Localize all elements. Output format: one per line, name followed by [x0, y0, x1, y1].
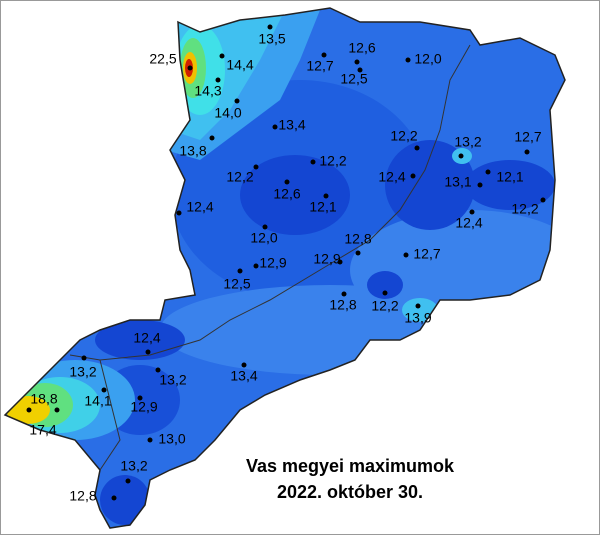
station-value: 13,4 [278, 117, 305, 133]
station-value: 12,2 [226, 169, 253, 185]
station-dot [253, 164, 259, 170]
station-value: 12,2 [371, 298, 398, 314]
station-value: 12,6 [273, 186, 300, 202]
station-value: 12,1 [309, 199, 336, 215]
station-value: 18,8 [30, 391, 57, 407]
station-value: 12,7 [413, 246, 440, 262]
station-dot [323, 193, 329, 199]
station-dot [81, 355, 87, 361]
station-dot [524, 149, 530, 155]
station-dot [237, 268, 243, 274]
station-dot [357, 67, 363, 73]
station-value: 13,9 [404, 310, 431, 326]
station-value: 14,0 [214, 105, 241, 121]
station-dot [477, 182, 483, 188]
station-dot [341, 291, 347, 297]
station-dot [101, 387, 107, 393]
station-dot [469, 209, 475, 215]
station-dot [415, 303, 421, 309]
station-value: 12,8 [344, 231, 371, 247]
station-value: 12,5 [223, 276, 250, 292]
station-dot [272, 124, 278, 130]
station-dot [382, 290, 388, 296]
station-value: 12,2 [390, 128, 417, 144]
station-value: 13,1 [444, 174, 471, 190]
station-dot [321, 52, 327, 58]
station-dot [355, 250, 361, 256]
station-value: 13,2 [69, 364, 96, 380]
station-value: 12,4 [378, 169, 405, 185]
station-value: 22,5 [149, 51, 176, 67]
station-value: 12,6 [348, 40, 375, 56]
station-dot [26, 407, 32, 413]
station-value: 13,5 [258, 31, 285, 47]
station-value: 14,3 [194, 83, 221, 99]
district-border [99, 359, 121, 471]
station-value: 12,8 [329, 297, 356, 313]
station-dot [414, 145, 420, 151]
station-dot [354, 59, 360, 65]
station-value: 13,2 [120, 458, 147, 474]
station-dot [310, 159, 316, 165]
station-value: 12,0 [414, 51, 441, 67]
station-value: 14,4 [226, 57, 253, 73]
station-dot [410, 173, 416, 179]
station-dot [337, 259, 343, 265]
map-date: 2022. október 30. [277, 482, 423, 502]
station-dot [267, 24, 273, 30]
station-dot [241, 362, 247, 368]
station-value: 12,2 [319, 153, 346, 169]
station-dot [540, 197, 546, 203]
station-dot [147, 437, 153, 443]
station-value: 12,7 [306, 58, 333, 74]
station-value: 12,1 [496, 169, 523, 185]
station-dot [187, 65, 193, 71]
station-dot [253, 263, 259, 269]
station-dot [176, 210, 182, 216]
station-value: 12,5 [340, 71, 367, 87]
stations: 13,5 22,5 14,4 14,3 14,0 12,6 12,7 12,5 12,0 13,4… [26, 24, 546, 504]
station-dot [209, 135, 215, 141]
station-value: 13,2 [454, 134, 481, 150]
station-value: 12,0 [250, 230, 277, 246]
station-value: 13,8 [179, 143, 206, 159]
station-dot [54, 407, 60, 413]
station-value: 17,4 [29, 422, 56, 438]
county-border [3, 7, 566, 529]
station-dot [284, 179, 290, 185]
station-value: 13,4 [230, 368, 257, 384]
station-dot [458, 153, 464, 159]
station-value: 12,9 [130, 399, 157, 415]
station-dot [125, 478, 131, 484]
station-value: 12,4 [133, 330, 160, 346]
station-value: 12,8 [69, 488, 96, 504]
station-value: 14,1 [84, 393, 111, 409]
station-value: 12,9 [259, 255, 286, 271]
station-dot [145, 349, 151, 355]
station-value: 12,7 [514, 129, 541, 145]
station-dot [219, 53, 225, 59]
station-dot [485, 169, 491, 175]
station-value: 12,4 [455, 215, 482, 231]
map-title: Vas megyei maximumok [246, 456, 455, 476]
station-value: 13,0 [158, 431, 185, 447]
station-dot [262, 224, 268, 230]
station-dot [215, 77, 221, 83]
station-value: 13,2 [159, 372, 186, 388]
station-value: 12,4 [186, 199, 213, 215]
station-dot [111, 495, 117, 501]
station-dot [234, 98, 240, 104]
station-dot [155, 367, 161, 373]
station-dot [405, 57, 411, 63]
station-value: 12,9 [313, 251, 340, 267]
district-border [69, 44, 471, 361]
station-value: 12,2 [511, 201, 538, 217]
station-dot [403, 252, 409, 258]
station-dot [137, 395, 143, 401]
